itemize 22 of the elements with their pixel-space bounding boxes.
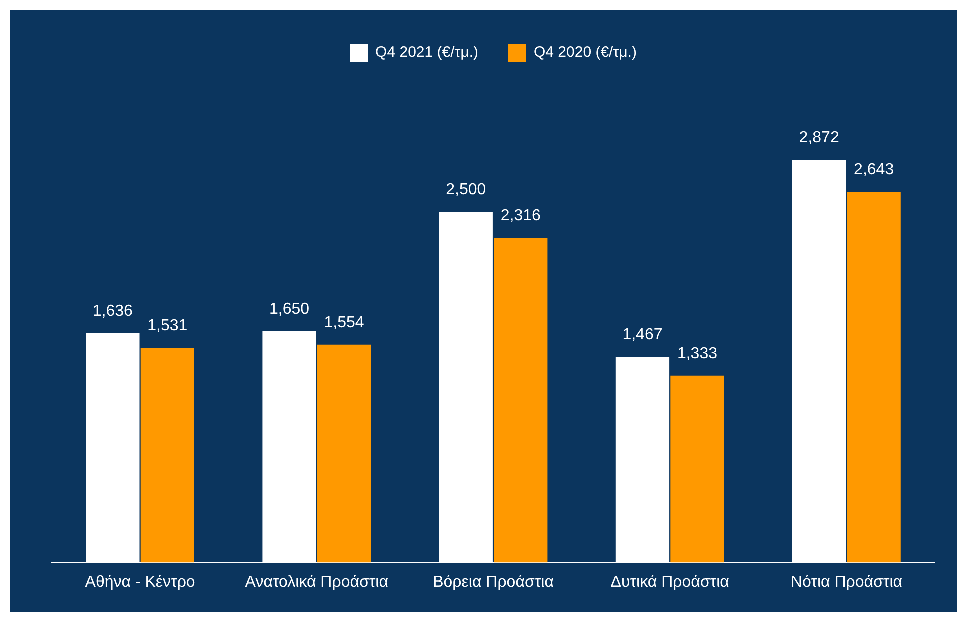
data-label: 2,872: [799, 129, 840, 146]
x-tick-label: Δυτικά Προάστια: [610, 574, 730, 591]
x-tick-label: Ανατολικά Προάστια: [245, 574, 388, 591]
data-label: 2,500: [446, 182, 486, 199]
legend-label: Q4 2021 (€/τμ.): [376, 44, 479, 62]
x-tick-label: Βόρεια Προάστια: [433, 574, 554, 591]
x-tick-label: Αθήνα - Κέντρο: [85, 574, 196, 591]
data-label: 1,333: [677, 345, 718, 362]
data-label: 1,650: [270, 300, 310, 318]
legend-label: Q4 2020 (€/τμ.): [534, 44, 637, 62]
bar: [670, 376, 724, 563]
bar: [494, 238, 548, 563]
data-label: 1,467: [622, 326, 663, 344]
x-tick-label: Νότια Προάστια: [790, 574, 903, 591]
bar: [317, 344, 372, 563]
data-label: 2,316: [500, 207, 541, 224]
bar: [847, 192, 901, 563]
data-label: 1,554: [324, 314, 364, 332]
data-label: 1,531: [148, 318, 188, 335]
data-label: 1,636: [92, 302, 134, 320]
data-label: 2,643: [854, 162, 894, 179]
bar: [140, 348, 194, 563]
